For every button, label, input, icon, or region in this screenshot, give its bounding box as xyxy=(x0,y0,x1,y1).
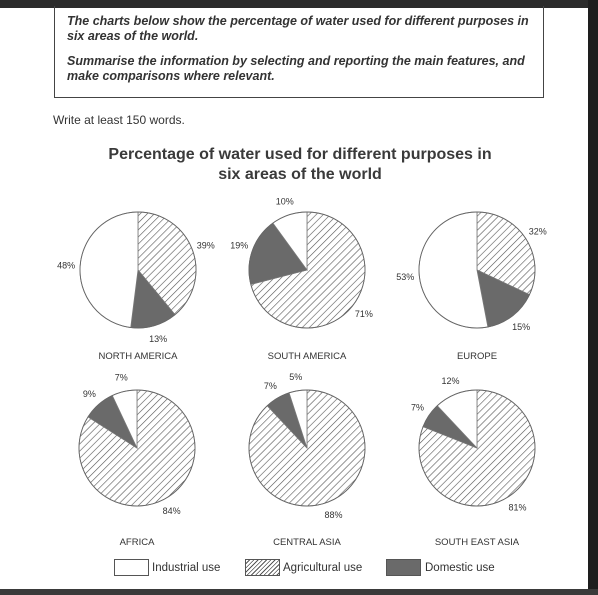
pie-outline-south-america xyxy=(248,211,366,329)
task-prompt-box: The charts below show the percentage of … xyxy=(54,6,544,98)
pie-label-africa-agricultural: 84% xyxy=(163,506,181,516)
word-count-instruction: Write at least 150 words. xyxy=(53,113,185,127)
pie-label-africa-domestic: 9% xyxy=(83,389,96,399)
pie-label-central-asia-industrial: 5% xyxy=(289,372,302,382)
pie-label-south-east-asia-industrial: 12% xyxy=(441,376,459,386)
pie-label-south-east-asia-domestic: 7% xyxy=(411,403,424,413)
pie-outline-north-america xyxy=(79,211,197,329)
legend-label-industrial: Industrial use xyxy=(152,562,221,574)
pie-label-north-america-industrial: 48% xyxy=(57,260,75,270)
top-strip xyxy=(0,0,598,8)
pie-region-label-africa: AFRICA xyxy=(120,537,156,548)
pie-label-south-east-asia-agricultural: 81% xyxy=(508,503,526,513)
pie-label-south-america-domestic: 19% xyxy=(230,241,248,251)
task-requirement: Summarise the information by selecting a… xyxy=(67,54,525,83)
pie-outline-africa xyxy=(78,389,196,507)
pie-label-europe-domestic: 15% xyxy=(512,322,530,332)
pie-region-label-north-america: NORTH AMERICA xyxy=(98,351,178,362)
chart-title: Percentage of water used for different p… xyxy=(108,146,492,183)
pie-label-central-asia-agricultural: 88% xyxy=(324,510,342,520)
pie-region-label-europe: EUROPE xyxy=(457,351,497,362)
legend-label-domestic: Domestic use xyxy=(425,562,495,574)
pie-region-label-south-america: SOUTH AMERICA xyxy=(268,351,347,362)
pie-region-label-central-asia: CENTRAL ASIA xyxy=(273,537,341,548)
pie-slice-north-america-industrial xyxy=(79,211,139,328)
legend-label-agricultural: Agricultural use xyxy=(283,562,363,574)
pie-region-label-south-east-asia: SOUTH EAST ASIA xyxy=(435,537,520,548)
pie-label-central-asia-domestic: 7% xyxy=(264,381,277,391)
legend-swatch-agricultural xyxy=(245,559,280,576)
pie-label-europe-agricultural: 32% xyxy=(529,226,547,236)
pie-label-europe-industrial: 53% xyxy=(396,272,414,282)
window-edge xyxy=(588,0,598,595)
pie-outline-central-asia xyxy=(248,389,366,507)
bottom-strip xyxy=(0,589,598,595)
pie-label-south-america-industrial: 10% xyxy=(276,197,294,207)
pie-label-south-america-agricultural: 71% xyxy=(355,309,373,319)
pie-label-africa-industrial: 7% xyxy=(115,373,128,383)
legend-swatch-industrial xyxy=(114,559,149,576)
pie-outline-south-east-asia xyxy=(418,389,536,507)
pie-outline-europe xyxy=(418,211,536,329)
task-description: The charts below show the percentage of … xyxy=(67,14,529,43)
pie-label-north-america-domestic: 13% xyxy=(149,334,167,344)
legend-swatch-domestic xyxy=(386,559,421,576)
pie-label-north-america-agricultural: 39% xyxy=(197,241,215,251)
chart-legend: Industrial use Agricultural use Domestic… xyxy=(0,557,598,581)
